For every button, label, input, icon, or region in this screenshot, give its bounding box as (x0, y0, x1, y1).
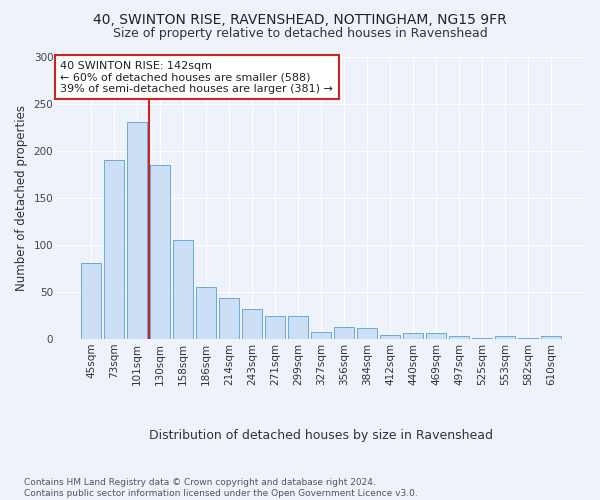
Text: 40 SWINTON RISE: 142sqm
← 60% of detached houses are smaller (588)
39% of semi-d: 40 SWINTON RISE: 142sqm ← 60% of detache… (60, 60, 333, 94)
Bar (289, 316, 308, 339)
Bar (472, 338, 492, 339)
Bar (334, 328, 354, 339)
Bar (220, 298, 239, 339)
Bar (518, 338, 538, 339)
Bar (427, 333, 446, 339)
Bar (496, 336, 515, 339)
Bar (242, 308, 262, 339)
Text: Size of property relative to detached houses in Ravenshead: Size of property relative to detached ho… (113, 28, 487, 40)
Bar (358, 328, 377, 339)
Bar (104, 160, 124, 339)
Bar (196, 287, 216, 339)
Bar (265, 316, 285, 339)
Bar (82, 264, 101, 339)
Bar (127, 122, 147, 339)
Bar (449, 336, 469, 339)
Bar (541, 336, 561, 339)
X-axis label: Distribution of detached houses by size in Ravenshead: Distribution of detached houses by size … (149, 430, 493, 442)
Text: Contains HM Land Registry data © Crown copyright and database right 2024.
Contai: Contains HM Land Registry data © Crown c… (24, 478, 418, 498)
Bar (380, 335, 400, 339)
Bar (403, 333, 423, 339)
Bar (173, 240, 193, 339)
Bar (311, 332, 331, 339)
Y-axis label: Number of detached properties: Number of detached properties (15, 104, 28, 290)
Bar (151, 164, 170, 339)
Text: 40, SWINTON RISE, RAVENSHEAD, NOTTINGHAM, NG15 9FR: 40, SWINTON RISE, RAVENSHEAD, NOTTINGHAM… (93, 12, 507, 26)
